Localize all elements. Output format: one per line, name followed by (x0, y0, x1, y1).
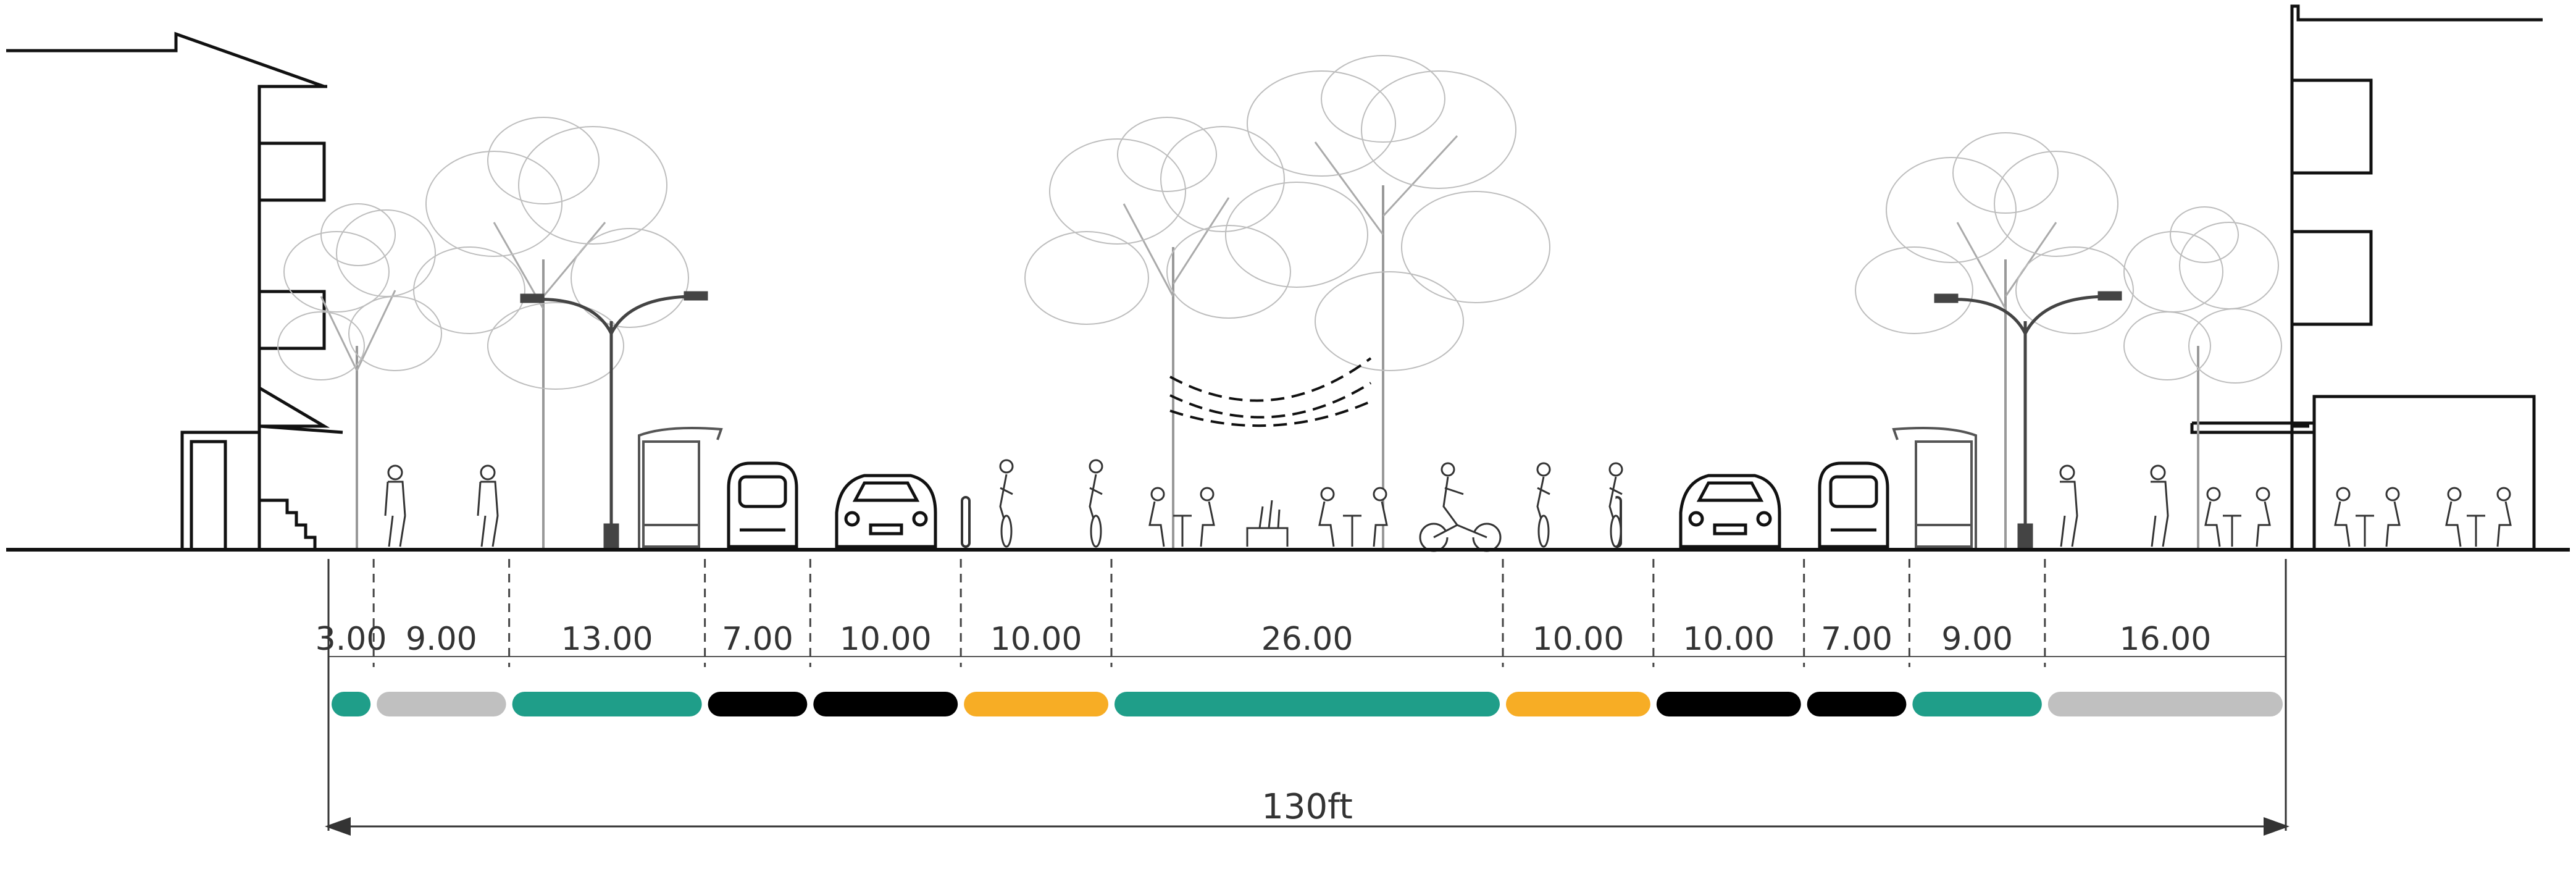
cyclist-icon (1419, 462, 1502, 552)
left-building-window (257, 290, 326, 350)
car-right (1679, 474, 1781, 548)
segment-width-label: 7.00 (1821, 621, 1892, 658)
street-trees (277, 55, 2282, 548)
tree-icon (2123, 206, 2282, 548)
cafe-table-icon (2334, 487, 2401, 547)
segment-color-bars (332, 692, 2283, 716)
person-icon (2059, 464, 2078, 547)
cafe-table-icon (2445, 487, 2512, 547)
segment-bar-tree-lawn (512, 692, 702, 716)
autonomous-shuttle-left (727, 461, 798, 548)
segment-width-label: 16.00 (2119, 621, 2211, 658)
segment-width-label: 9.00 (406, 621, 477, 658)
segment-width-label: 9.00 (1941, 621, 2013, 658)
tree-icon (277, 203, 442, 548)
segment-bar-bike-lane (964, 692, 1108, 716)
car-left (835, 474, 937, 548)
segment-width-label: 3.00 (316, 621, 387, 658)
person-icon (477, 464, 499, 547)
segment-width-label: 13.00 (561, 621, 653, 658)
segment-width-label: 10.00 (990, 621, 1082, 658)
segment-bar-travel-lane (1656, 692, 1801, 716)
bus-shelter-left (638, 427, 723, 548)
person-icon (2150, 464, 2169, 547)
cafe-table-icon (1318, 487, 1388, 547)
cafe-table-icon (2204, 487, 2271, 547)
bus-shelter-right (1892, 427, 1977, 548)
segment-bar-median-plaza (1114, 692, 1500, 716)
dimension-lines: 3.00 9.00 13.00 7.00 10.00 10.00 26.00 10.00 10.… (316, 559, 2286, 667)
segment-width-label: 10.00 (1683, 621, 1775, 658)
fire-pit-icon (1246, 500, 1289, 547)
autonomous-shuttle-right (1818, 461, 1889, 548)
segment-bar-sidewalk (2047, 692, 2283, 716)
tree-icon (1855, 132, 2134, 548)
segment-bar-transit-lane (1807, 692, 1907, 716)
left-building-door (180, 430, 261, 552)
tree-icon (413, 117, 689, 548)
tree-icon (1225, 55, 1550, 548)
cyclist-icon (1608, 462, 1623, 548)
segment-bar-transit-lane (708, 692, 808, 716)
cyclist-icon (1536, 462, 1551, 548)
pedestrians (384, 459, 2512, 552)
street-lamp-left (520, 291, 708, 550)
segment-bar-tree-lawn (1912, 692, 2042, 716)
segment-bar-buffer (332, 692, 371, 716)
left-building-window (257, 141, 326, 202)
cyclist-icon (999, 459, 1014, 548)
segment-bar-bike-lane (1506, 692, 1650, 716)
segment-width-label: 10.00 (1532, 621, 1624, 658)
segment-bar-sidewalk (377, 692, 506, 716)
left-building (6, 32, 343, 552)
bollards (961, 496, 1622, 548)
segment-width-label: 10.00 (840, 621, 932, 658)
total-width-label: 130ft (1261, 787, 1353, 827)
segment-bar-travel-lane (813, 692, 958, 716)
segment-width-label: 7.00 (722, 621, 793, 658)
tree-icon (1024, 117, 1291, 548)
person-icon (384, 464, 406, 547)
string-lights (1169, 357, 1372, 427)
segment-width-label: 26.00 (1261, 621, 1353, 658)
right-building (2190, 4, 2543, 552)
cyclist-icon (1089, 459, 1103, 548)
cafe-table-icon (1148, 487, 1215, 547)
